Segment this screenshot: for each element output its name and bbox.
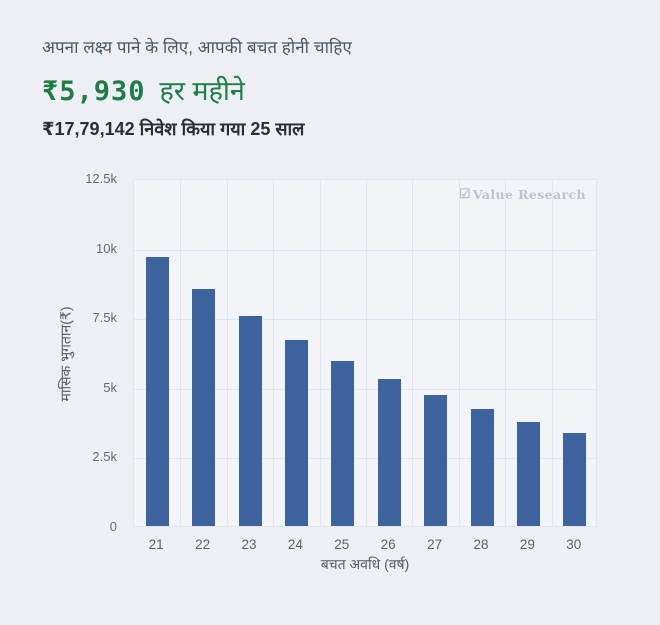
gridline-vertical (180, 180, 182, 526)
x-axis-title: बचत अवधि (वर्ष) (320, 556, 410, 572)
x-tick-label: 23 (241, 537, 257, 552)
x-tick-label: 29 (519, 537, 535, 552)
bar-year-26 (377, 379, 401, 526)
gridline-vertical (551, 180, 553, 526)
gridline-vertical (458, 180, 460, 526)
bar-year-24 (284, 340, 308, 526)
invested-summary: ₹17,79,142 निवेश किया गया 25 साल (42, 119, 305, 139)
header-subtitle: अपना लक्ष्य पाने के लिए, आपकी बचत होनी च… (42, 38, 352, 57)
gridline-vertical (273, 180, 275, 526)
gridline-horizontal (134, 319, 596, 321)
y-tick-label: 5k (103, 379, 117, 395)
gridline-vertical (412, 180, 414, 526)
watermark-legend: ☑ Value Research (459, 187, 586, 202)
gridline-vertical (505, 180, 507, 526)
bar-year-23 (238, 316, 262, 526)
x-tick-label: 26 (380, 537, 396, 552)
gridline-horizontal (134, 249, 596, 251)
bar-year-27 (424, 395, 448, 526)
monthly-amount-line: ₹5,930 हर महीने (42, 71, 630, 108)
monthly-amount-suffix: हर महीने (159, 76, 245, 106)
x-tick-label: 25 (334, 537, 350, 552)
bar-year-28 (470, 409, 494, 526)
y-tick-label: 0 (109, 519, 117, 534)
y-tick-label: 10k (96, 240, 117, 256)
checkbox-logo-icon: ☑ (458, 187, 471, 202)
bar-year-22 (192, 289, 216, 526)
gridline-vertical (226, 180, 228, 526)
bar-year-21 (145, 257, 169, 526)
y-tick-label: 7.5k (92, 310, 117, 326)
monthly-amount: ₹5,930 (42, 76, 146, 107)
bar-year-29 (516, 422, 540, 526)
gridline-horizontal (134, 458, 596, 460)
x-tick-label: 27 (427, 537, 443, 552)
watermark-label: Value Research (472, 187, 586, 202)
x-tick-label: 30 (566, 537, 582, 552)
gridline-vertical (366, 180, 367, 526)
y-tick-label: 2.5k (92, 449, 117, 465)
x-tick-label: 24 (287, 537, 303, 552)
x-tick-label: 28 (473, 537, 489, 552)
bar-year-30 (563, 433, 587, 526)
gridline-horizontal (134, 388, 596, 390)
x-tick-label: 21 (148, 537, 164, 552)
gridline-vertical (319, 180, 321, 526)
result-header: अपना लक्ष्य पाने के लिए, आपकी बचत होनी च… (42, 36, 630, 141)
x-tick-label: 22 (195, 537, 211, 552)
plot-area: ☑ Value Research (133, 179, 597, 527)
bar-year-25 (331, 361, 355, 526)
y-tick-label: 12.5k (85, 171, 117, 186)
